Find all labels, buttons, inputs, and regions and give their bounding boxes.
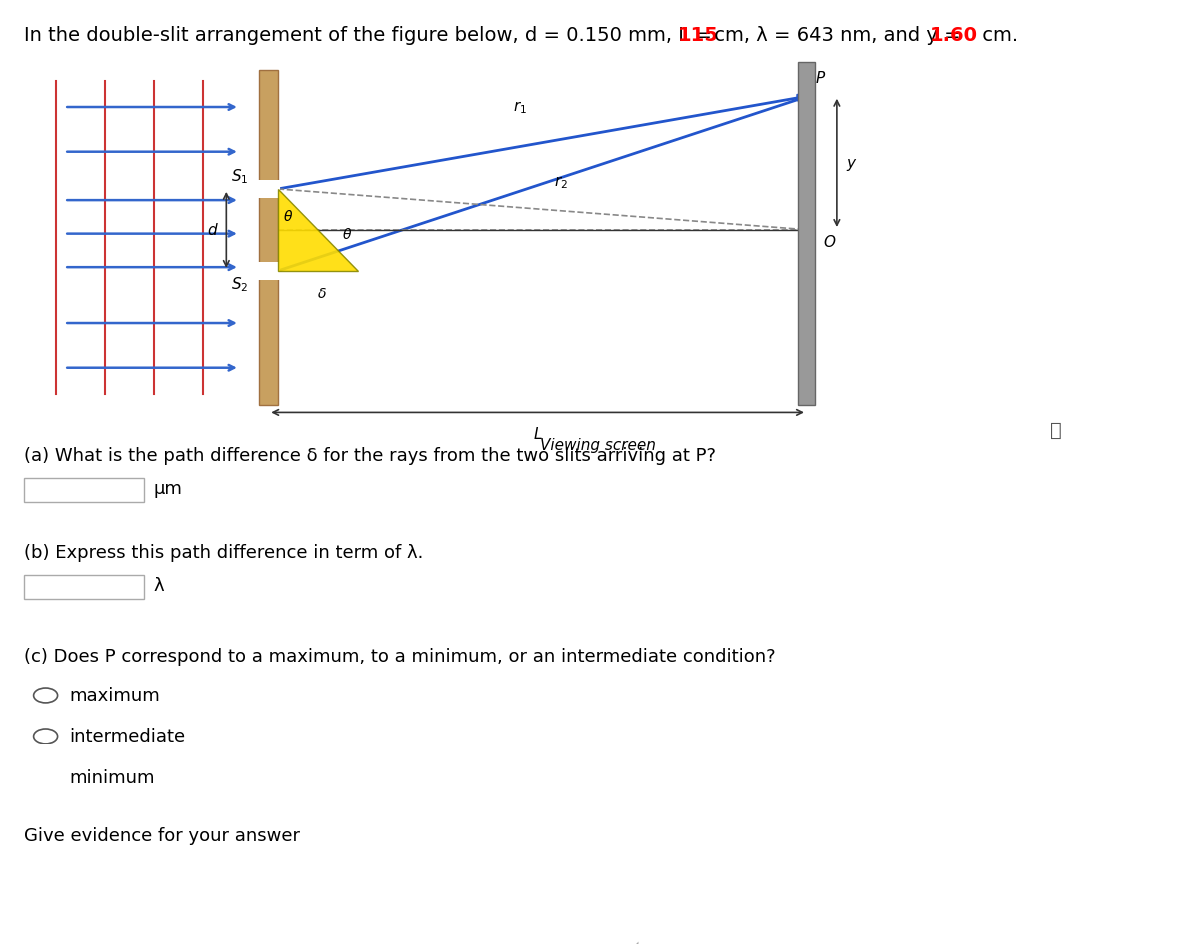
- Text: cm.: cm.: [976, 26, 1018, 45]
- Text: 1.60: 1.60: [930, 26, 978, 45]
- Text: y: y: [846, 156, 856, 171]
- Text: λ: λ: [154, 577, 164, 595]
- Text: In the double-slit arrangement of the figure below, d = 0.150 mm, L =: In the double-slit arrangement of the fi…: [24, 26, 718, 45]
- Text: ⓘ: ⓘ: [1050, 420, 1062, 439]
- Text: (b) Express this path difference in term of λ.: (b) Express this path difference in term…: [24, 543, 424, 561]
- Text: $r_2$: $r_2$: [554, 174, 568, 191]
- Text: O: O: [823, 234, 835, 249]
- Circle shape: [34, 770, 58, 785]
- Text: $r_1$: $r_1$: [514, 99, 527, 116]
- Text: $\theta$: $\theta$: [342, 227, 352, 242]
- Text: Give evidence for your answer: Give evidence for your answer: [24, 826, 300, 844]
- Text: μm: μm: [154, 480, 182, 497]
- Text: 115: 115: [678, 26, 719, 45]
- FancyBboxPatch shape: [24, 575, 144, 599]
- Text: $S_2$: $S_2$: [230, 276, 248, 294]
- Circle shape: [34, 729, 58, 744]
- Text: $\delta$: $\delta$: [317, 286, 328, 300]
- FancyBboxPatch shape: [257, 262, 281, 281]
- FancyBboxPatch shape: [24, 841, 648, 944]
- Text: cm, λ = 643 nm, and y =: cm, λ = 643 nm, and y =: [708, 26, 967, 45]
- Circle shape: [34, 688, 58, 703]
- Text: (a) What is the path difference δ for the rays from the two slits arriving at P?: (a) What is the path difference δ for th…: [24, 447, 716, 464]
- Text: P: P: [815, 71, 824, 86]
- Text: d: d: [208, 223, 217, 238]
- Text: $\theta$: $\theta$: [283, 209, 293, 224]
- Text: L: L: [533, 427, 542, 442]
- Polygon shape: [278, 190, 358, 272]
- Text: $S_1$: $S_1$: [230, 167, 248, 186]
- FancyBboxPatch shape: [798, 63, 815, 406]
- Text: ◢: ◢: [631, 938, 638, 944]
- Text: intermediate: intermediate: [70, 728, 186, 746]
- Text: Viewing screen: Viewing screen: [540, 437, 655, 452]
- Text: minimum: minimum: [70, 768, 155, 786]
- FancyBboxPatch shape: [257, 180, 281, 199]
- FancyBboxPatch shape: [259, 71, 278, 406]
- FancyBboxPatch shape: [24, 479, 144, 502]
- Text: maximum: maximum: [70, 686, 161, 705]
- Text: (c) Does P correspond to a maximum, to a minimum, or an intermediate condition?: (c) Does P correspond to a maximum, to a…: [24, 648, 775, 666]
